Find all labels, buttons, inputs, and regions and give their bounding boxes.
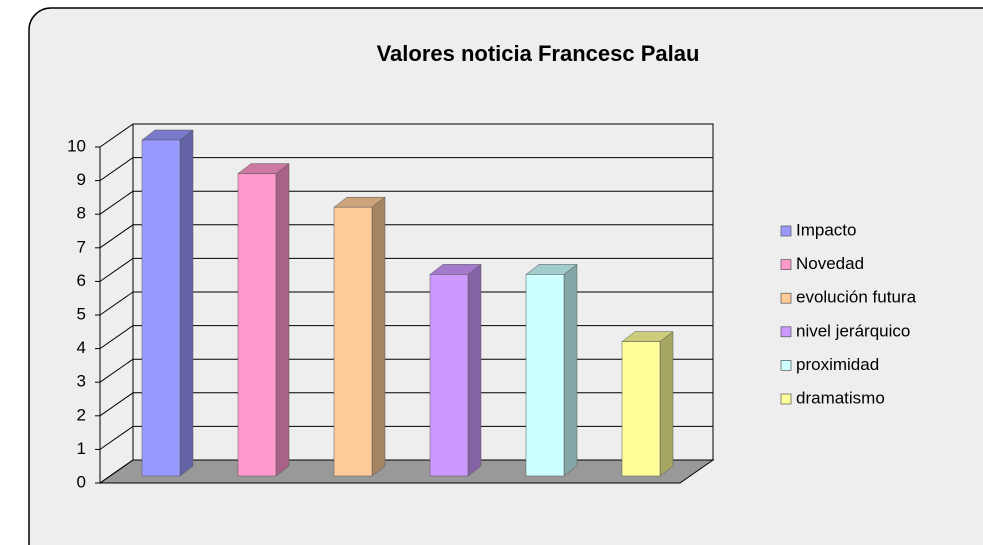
legend-label: Impacto <box>796 220 856 239</box>
y-tick-label: 10 <box>67 136 86 155</box>
bar <box>333 206 373 477</box>
bar-side <box>371 196 386 477</box>
chart-title: Valores noticia Francesc Palau <box>377 41 700 66</box>
y-tick-label: 4 <box>77 338 86 357</box>
grid-line <box>99 224 134 249</box>
grid-line <box>99 190 134 215</box>
legend-label: dramatismo <box>796 388 885 407</box>
grid-line <box>99 325 134 350</box>
bar-side <box>275 163 290 477</box>
legend-label: evolución futura <box>796 288 917 307</box>
legend-swatch <box>780 292 792 304</box>
grid-line <box>99 459 134 484</box>
bar <box>141 139 181 477</box>
y-tick-label: 8 <box>77 204 86 223</box>
y-tick-label: 7 <box>77 237 86 256</box>
grid-line <box>99 392 134 417</box>
y-tick-label: 5 <box>77 304 86 323</box>
bar <box>525 274 565 477</box>
y-tick-label: 2 <box>77 405 86 424</box>
y-tick-label: 3 <box>77 372 86 391</box>
legend-label: Novedad <box>796 254 864 273</box>
y-tick-label: 1 <box>77 439 86 458</box>
bar-side <box>563 263 578 477</box>
legend-swatch <box>780 360 792 371</box>
bar-side <box>179 129 194 477</box>
grid-line <box>99 425 134 450</box>
bar <box>621 341 661 477</box>
legend-swatch <box>780 225 792 237</box>
bar-side <box>467 263 482 477</box>
y-tick-label: 6 <box>77 271 86 290</box>
bar <box>237 173 277 477</box>
bar <box>429 274 469 477</box>
legend-swatch <box>780 393 792 405</box>
grid-line <box>99 123 134 148</box>
legend-swatch <box>780 259 792 270</box>
legend-label: nivel jerárquico <box>796 321 910 340</box>
legend-label: proximidad <box>796 355 879 374</box>
legend-swatch <box>780 326 792 338</box>
y-tick-label: 9 <box>77 170 86 189</box>
grid-line <box>99 358 134 383</box>
y-tick-label: 0 <box>77 472 86 491</box>
grid-line <box>99 157 134 182</box>
grid-line <box>99 291 134 316</box>
grid-line <box>99 257 134 282</box>
bar-side <box>659 331 674 477</box>
